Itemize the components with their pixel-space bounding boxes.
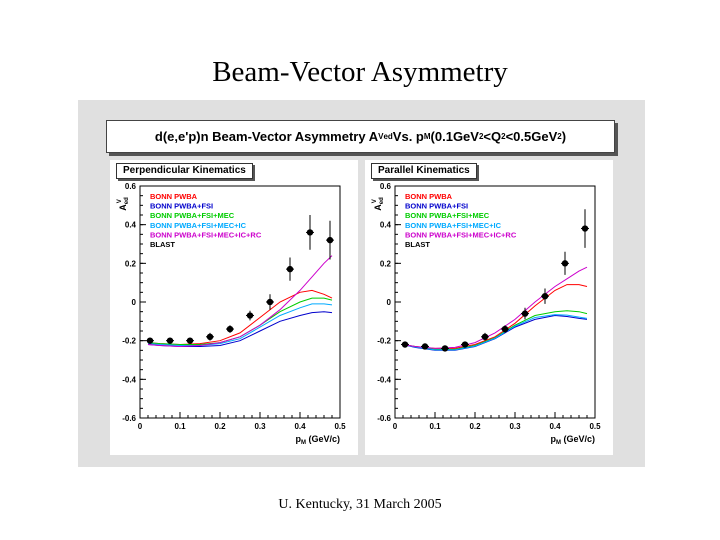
header-prefix: d(e,e'p)n Beam-Vector Asymmetry A <box>154 129 379 144</box>
header-range-d: ) <box>561 129 567 144</box>
data-point <box>441 345 449 352</box>
y-tick-label: 0 <box>387 298 392 307</box>
x-tick-label: 0.5 <box>589 422 601 431</box>
slide-footer: U. Kentucky, 31 March 2005 <box>278 497 442 512</box>
data-point <box>541 293 549 300</box>
parallel-kinematics-label: Parallel Kinematics <box>371 163 477 179</box>
header-vs: Vs. p <box>392 129 424 144</box>
x-tick-label: 0.3 <box>509 422 521 431</box>
legend-entry: BONN PWBA+FSI+MEC+IC+RC <box>405 230 517 239</box>
y-tick-label: -0.6 <box>377 414 391 423</box>
y-tick-label: -0.4 <box>377 375 391 384</box>
x-tick-label: 0.4 <box>294 422 306 431</box>
header-q-sup2: 2 <box>501 132 506 141</box>
x-tick-label: 0.2 <box>214 422 226 431</box>
y-tick-label: -0.6 <box>122 414 136 423</box>
x-tick-label: 0.1 <box>429 422 441 431</box>
legend-entry: BONN PWBA+FSI+MEC <box>150 211 235 220</box>
y-tick-label: 0.6 <box>380 182 392 191</box>
data-point <box>521 310 529 317</box>
x-tick-label: 0.5 <box>334 422 346 431</box>
data-point <box>186 337 194 344</box>
x-tick-label: 0.4 <box>549 422 561 431</box>
series-line-2 <box>402 310 588 350</box>
header-range-a: (0.1GeV <box>430 129 479 144</box>
legend-entry: BLAST <box>405 240 430 249</box>
data-point <box>286 265 294 273</box>
y-axis-label: AedV <box>372 197 385 211</box>
y-axis-label: AedV <box>117 197 130 211</box>
header-q-sup1: 2 <box>478 132 484 141</box>
legend-entry: BONN PWBA+FSI+MEC+IC+RC <box>150 230 262 239</box>
data-point <box>421 343 429 350</box>
y-tick-label: -0.2 <box>377 337 391 346</box>
y-tick-label: -0.4 <box>122 375 136 384</box>
data-point <box>461 341 469 348</box>
legend-entry: BONN PWBA <box>405 192 453 201</box>
y-tick-label: 0.4 <box>380 221 392 230</box>
header-a-sup: V <box>378 132 384 141</box>
series-line-1 <box>147 311 333 347</box>
data-point <box>206 333 214 340</box>
perpendicular-chart: 0 0.1 0.2 0.3 0.4 0.5 -0.6 -0.4 -0.2 0 0.2 0.4 0.6 pM… <box>117 182 346 446</box>
y-tick-label: 0 <box>132 298 137 307</box>
header-p-sub: M <box>423 132 431 141</box>
y-tick-label: 0.2 <box>125 259 137 268</box>
legend-entry: BONN PWBA+FSI <box>150 202 213 211</box>
perpendicular-panel: 0 0.1 0.2 0.3 0.4 0.5 -0.6 -0.4 -0.2 0 0.2 0.4 0.6 pM… <box>110 160 358 455</box>
y-tick-label: -0.2 <box>122 337 136 346</box>
data-point <box>326 236 334 244</box>
data-point <box>561 260 569 267</box>
y-tick-label: 0.6 <box>125 182 137 191</box>
x-tick-label: 0.2 <box>469 422 481 431</box>
data-point <box>306 229 314 236</box>
legend-entry: BONN PWBA+FSI+MEC+IC <box>405 221 502 230</box>
parallel-panel: 0 0.1 0.2 0.3 0.4 0.5 -0.6 -0.4 -0.2 0 0.2 0.4 0.6 pM… <box>365 160 613 455</box>
x-tick-label: 0 <box>138 422 143 431</box>
series-line-2 <box>147 297 333 345</box>
header-range-c: <0.5GeV <box>505 129 558 144</box>
header-range-b: <Q <box>483 129 502 144</box>
data-point <box>246 312 254 319</box>
legend-entry: BONN PWBA <box>150 192 198 201</box>
x-tick-label: 0.1 <box>174 422 186 431</box>
data-point <box>266 298 274 306</box>
y-tick-label: 0.4 <box>125 221 137 230</box>
x-tick-label: 0 <box>393 422 398 431</box>
parallel-chart: 0 0.1 0.2 0.3 0.4 0.5 -0.6 -0.4 -0.2 0 0.2 0.4 0.6 pM… <box>372 182 601 446</box>
data-point <box>226 325 234 333</box>
perpendicular-kinematics-label: Perpendicular Kinematics <box>116 163 253 179</box>
series-line-3 <box>402 314 588 351</box>
data-point <box>166 337 174 344</box>
data-point <box>481 333 489 340</box>
legend-entry: BONN PWBA+FSI+MEC <box>405 211 490 220</box>
series-line-4 <box>147 255 333 348</box>
data-point <box>401 341 409 348</box>
data-point <box>146 337 154 344</box>
series-line-3 <box>147 303 333 346</box>
x-axis-label: pM (GeV/c) <box>550 434 595 446</box>
x-axis-label: pM (GeV/c) <box>295 434 340 446</box>
legend-entry: BONN PWBA+FSI+MEC+IC <box>150 221 247 230</box>
header-a-sub: ed <box>383 132 393 141</box>
data-point <box>581 225 589 232</box>
x-tick-label: 0.3 <box>254 422 266 431</box>
legend-entry: BLAST <box>150 240 175 249</box>
header-q-sup3: 2 <box>557 132 562 141</box>
y-tick-label: 0.2 <box>380 259 392 268</box>
legend-entry: BONN PWBA+FSI <box>405 202 468 211</box>
data-point <box>501 325 509 333</box>
slide-title: Beam-Vector Asymmetry <box>212 56 508 88</box>
